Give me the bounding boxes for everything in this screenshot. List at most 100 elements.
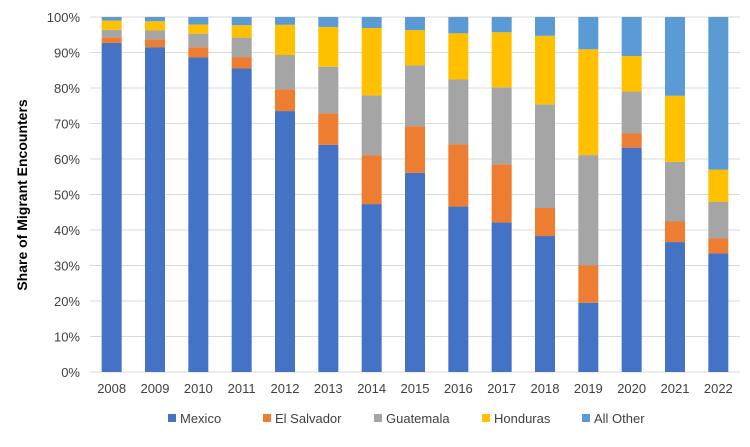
- bar-el-salvador-2014: [361, 155, 382, 205]
- legend-swatch-el-salvador: [263, 414, 271, 422]
- bar-el-salvador-2019: [578, 265, 599, 303]
- bar-el-salvador-2018: [535, 207, 555, 237]
- bar-el-salvador-2017: [491, 164, 512, 223]
- bar-mexico-2014: [361, 204, 382, 372]
- bar-el-salvador-2011: [231, 57, 252, 69]
- bar-mexico-2010: [188, 57, 209, 372]
- x-tick-label: 2011: [228, 381, 256, 396]
- bar-honduras-2011: [231, 25, 252, 38]
- bar-mexico-2008: [101, 42, 122, 372]
- bar-mexico-2022: [708, 253, 729, 372]
- bar-honduras-2013: [318, 26, 339, 67]
- x-tick-label: 2017: [487, 381, 516, 396]
- bar-all-other-2018: [535, 17, 555, 36]
- y-tick-labels: 0% 10% 20% 30% 40% 50% 60% 70% 80% 90% 100%: [47, 10, 81, 380]
- bar-el-salvador-2020: [621, 133, 642, 148]
- x-tick-label: 2015: [401, 381, 430, 396]
- bar-all-other-2017: [491, 17, 512, 33]
- y-tick-label: 90%: [54, 46, 80, 61]
- legend-swatch-all-other: [582, 414, 590, 422]
- x-tick-label: 2012: [271, 381, 300, 396]
- legend-swatch-guatemala: [374, 414, 382, 422]
- bar-all-other-2022: [708, 17, 729, 170]
- bar-honduras-2016: [448, 33, 469, 80]
- legend-label: El Salvador: [275, 411, 342, 426]
- bar-guatemala-2014: [361, 95, 382, 156]
- bar-honduras-2021: [665, 95, 685, 162]
- bar-honduras-2009: [145, 21, 165, 31]
- legend-label: Honduras: [494, 411, 551, 426]
- x-tick-label: 2008: [97, 381, 126, 396]
- bar-honduras-2019: [578, 49, 599, 156]
- bar-mexico-2021: [665, 242, 685, 372]
- legend-label: Mexico: [180, 411, 221, 426]
- x-tick-label: 2022: [704, 381, 733, 396]
- legend-label: Guatemala: [386, 411, 450, 426]
- y-tick-label: 10%: [54, 330, 80, 345]
- bar-mexico-2016: [448, 206, 469, 372]
- bar-all-other-2014: [361, 17, 382, 29]
- bar-all-other-2021: [665, 17, 685, 96]
- bar-all-other-2020: [621, 17, 642, 57]
- x-tick-label: 2018: [531, 381, 560, 396]
- x-tick-label: 2019: [574, 381, 603, 396]
- y-axis-title: Share of Migrant Encounters: [14, 99, 30, 291]
- bar-honduras-2015: [405, 30, 425, 66]
- bar-guatemala-2017: [491, 87, 512, 165]
- bar-all-other-2012: [275, 17, 295, 25]
- bar-guatemala-2011: [231, 37, 252, 58]
- bar-el-salvador-2010: [188, 47, 209, 58]
- bar-el-salvador-2022: [708, 238, 729, 254]
- bar-el-salvador-2021: [665, 221, 685, 243]
- y-tick-label: 50%: [54, 188, 80, 203]
- bar-mexico-2012: [275, 111, 295, 372]
- bar-el-salvador-2008: [101, 37, 122, 43]
- bar-guatemala-2018: [535, 104, 555, 208]
- x-tick-label: 2016: [444, 381, 473, 396]
- legend-swatch-honduras: [482, 414, 490, 422]
- legend-label: All Other: [594, 411, 645, 426]
- bar-el-salvador-2016: [448, 144, 469, 207]
- bar-guatemala-2012: [275, 54, 295, 90]
- bar-honduras-2008: [101, 20, 122, 30]
- bar-el-salvador-2015: [405, 126, 425, 173]
- bar-guatemala-2010: [188, 33, 209, 48]
- x-tick-label: 2013: [314, 381, 343, 396]
- bars: [101, 17, 729, 373]
- y-tick-label: 80%: [54, 81, 80, 96]
- bar-mexico-2011: [231, 68, 252, 372]
- bar-all-other-2009: [145, 17, 165, 22]
- bar-mexico-2020: [621, 147, 642, 372]
- bar-all-other-2019: [578, 17, 599, 50]
- legend-swatch-mexico: [168, 414, 176, 422]
- legend: Mexico El Salvador Guatemala Honduras All Ot…: [168, 411, 645, 426]
- bar-all-other-2013: [318, 17, 339, 27]
- bar-mexico-2013: [318, 144, 339, 372]
- y-tick-label: 70%: [54, 117, 80, 132]
- bar-mexico-2019: [578, 302, 599, 372]
- bar-mexico-2015: [405, 172, 425, 372]
- bar-guatemala-2021: [665, 161, 685, 222]
- bar-honduras-2012: [275, 24, 295, 55]
- y-tick-label: 30%: [54, 259, 80, 274]
- x-tick-label: 2014: [357, 381, 386, 396]
- y-tick-label: 0%: [61, 365, 80, 380]
- bar-el-salvador-2013: [318, 113, 339, 145]
- bar-all-other-2008: [101, 17, 122, 21]
- bar-all-other-2015: [405, 17, 425, 31]
- bar-guatemala-2015: [405, 65, 425, 127]
- bar-guatemala-2020: [621, 91, 642, 134]
- bar-honduras-2018: [535, 35, 555, 105]
- bar-el-salvador-2012: [275, 89, 295, 112]
- bar-mexico-2009: [145, 47, 165, 373]
- bar-honduras-2022: [708, 169, 729, 202]
- bar-guatemala-2019: [578, 155, 599, 266]
- bar-guatemala-2009: [145, 30, 165, 40]
- bar-guatemala-2013: [318, 66, 339, 114]
- x-tick-label: 2020: [617, 381, 646, 396]
- y-tick-label: 20%: [54, 294, 80, 309]
- x-tick-labels: 2008 2009 2010 2011 2012 2013 2014 2015 2016 2017…: [97, 381, 733, 396]
- x-tick-label: 2010: [184, 381, 213, 396]
- bar-honduras-2014: [361, 28, 382, 96]
